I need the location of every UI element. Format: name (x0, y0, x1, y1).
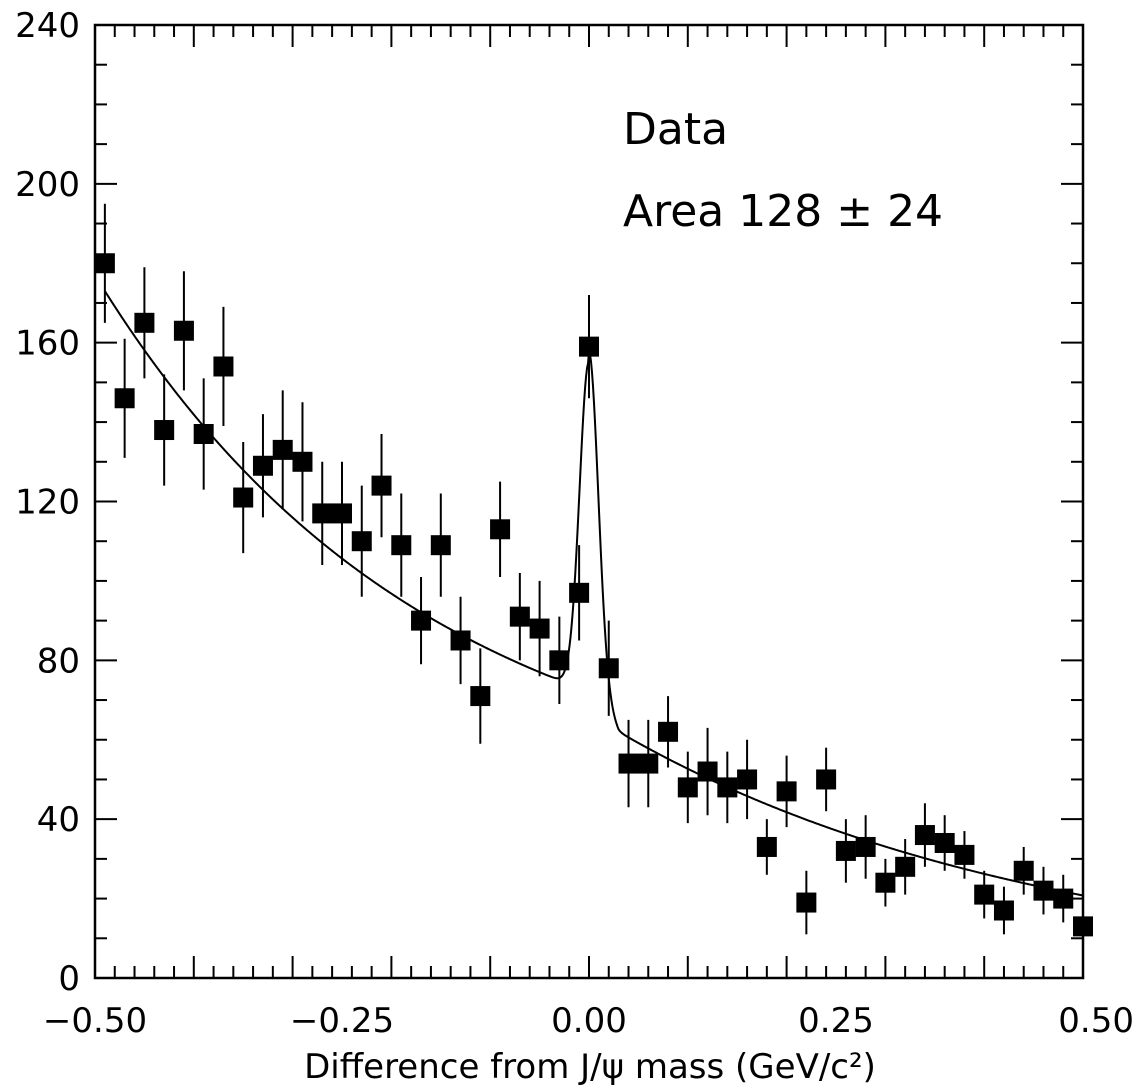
data-point (796, 892, 817, 913)
x-tick-label: 0.50 (1058, 1001, 1134, 1041)
y-tick-label: 200 (15, 165, 80, 205)
annotation-area: Area 128 ± 24 (623, 186, 943, 237)
data-points-layer (94, 203, 1093, 951)
data-point (954, 844, 975, 865)
data-point (618, 753, 639, 774)
data-point (776, 781, 797, 802)
data-point (351, 531, 372, 552)
data-point (934, 832, 955, 853)
data-point (816, 769, 837, 790)
data-point (134, 312, 155, 333)
data-point (756, 836, 777, 857)
data-point (430, 535, 451, 556)
data-point (450, 630, 471, 651)
y-tick-label: 120 (15, 483, 80, 523)
data-point (835, 840, 856, 861)
data-point (569, 582, 590, 603)
data-point (895, 856, 916, 877)
data-point (677, 777, 698, 798)
data-point (509, 606, 530, 627)
data-point (411, 610, 432, 631)
data-point (529, 618, 550, 639)
data-point (272, 439, 293, 460)
y-tick-label: 160 (15, 324, 80, 364)
data-point (391, 535, 412, 556)
data-point (114, 388, 135, 409)
data-point (312, 503, 333, 524)
data-point (737, 769, 758, 790)
data-point (252, 455, 273, 476)
data-point (193, 423, 214, 444)
data-point (1013, 860, 1034, 881)
y-tick-labels: 0 40 80 120 160 200 240 (15, 6, 80, 999)
data-point (658, 721, 679, 742)
data-point (875, 872, 896, 893)
data-point (549, 650, 570, 671)
data-point (974, 884, 995, 905)
y-tick-label: 80 (37, 641, 80, 681)
data-point (697, 761, 718, 782)
data-point (717, 777, 738, 798)
data-point (490, 519, 511, 540)
x-tick-labels: −0.50 −0.25 0.00 0.25 0.50 (43, 1001, 1134, 1041)
data-point (213, 356, 234, 377)
annotation-data: Data (623, 104, 728, 155)
x-tick-label: 0.25 (798, 1001, 874, 1041)
fit-curve (104, 290, 1084, 897)
data-point (993, 900, 1014, 921)
data-point (94, 253, 115, 274)
data-point (914, 825, 935, 846)
plot-frame (93, 23, 1085, 980)
y-tick-label: 0 (58, 959, 80, 999)
data-point (154, 420, 175, 441)
y-tick-label: 40 (37, 800, 80, 840)
fit-curve-layer (104, 290, 1084, 897)
data-point (1053, 888, 1074, 909)
data-point (332, 503, 352, 524)
data-point (1033, 880, 1054, 901)
x-tick-label: −0.25 (290, 1001, 394, 1041)
x-axis-title: Difference from J/ψ mass (GeV/c²) (304, 1047, 876, 1087)
x-tick-label: 0.00 (551, 1001, 627, 1041)
data-point (598, 658, 619, 679)
data-point (855, 836, 876, 857)
data-point (470, 686, 491, 707)
y-tick-label: 240 (15, 6, 80, 46)
x-tick-label: −0.50 (43, 1001, 147, 1041)
data-point (173, 320, 194, 341)
data-point (233, 487, 254, 508)
data-point (638, 753, 659, 774)
data-point (292, 451, 313, 472)
data-point (579, 336, 599, 357)
data-point (371, 475, 392, 496)
